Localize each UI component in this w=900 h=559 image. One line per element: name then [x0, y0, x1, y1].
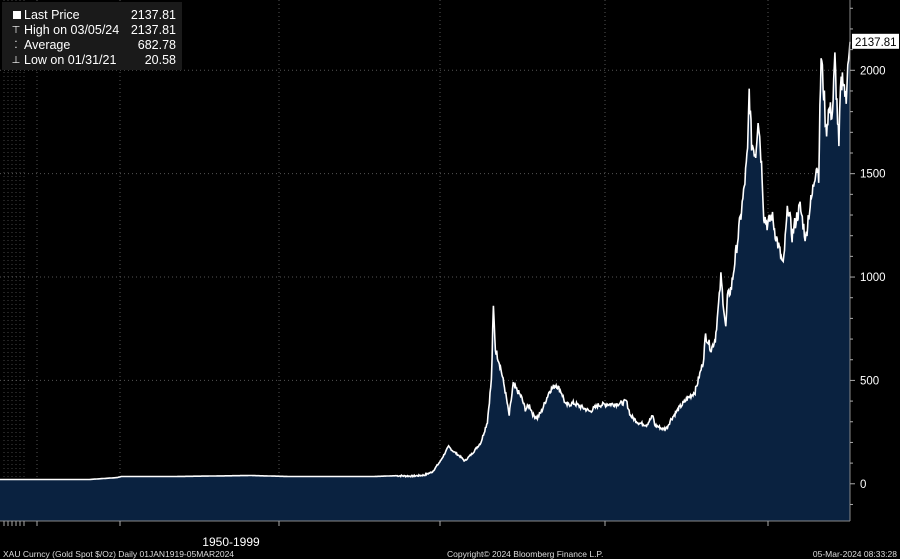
- legend-low: ⊥ Low on 01/31/21 20.58: [2, 53, 182, 68]
- legend-high-label: High on 03/05/24: [24, 23, 120, 37]
- legend-last-price-value: 2137.81: [130, 8, 176, 22]
- legend-average-label: Average: [24, 38, 71, 52]
- legend-last-price: Last Price 2137.81: [2, 8, 182, 23]
- y-tick-label: 1000: [860, 272, 886, 284]
- high-marker-icon: ⊤: [11, 25, 21, 36]
- chart-axes: [0, 0, 851, 522]
- last-price-marker-label: 2137.81: [855, 37, 897, 49]
- footer-copyright: Copyright© 2024 Bloomberg Finance L.P.: [447, 549, 604, 559]
- last-price-box: [852, 33, 899, 49]
- y-tick-label: 0: [860, 479, 866, 491]
- x-tick-label: 1950-1999: [202, 535, 260, 549]
- legend-average-value: 682.78: [137, 38, 176, 52]
- price-area: [0, 41, 850, 522]
- y-tick-label: 2000: [860, 65, 886, 77]
- legend-low-value: 20.58: [144, 53, 176, 67]
- price-line: [0, 41, 851, 481]
- y-axis-ticks: 0 500 1000 1500 2000: [850, 7, 886, 505]
- last-price-marker: 2137.81: [852, 33, 899, 49]
- legend-low-label: Low on 01/31/21: [24, 53, 117, 67]
- legend-average: ⁚ Average 682.78: [2, 38, 182, 53]
- last-price-swatch: [13, 11, 21, 19]
- legend-high: ⊤ High on 03/05/24 2137.81: [2, 23, 182, 38]
- average-marker-icon: ⁚: [14, 40, 18, 51]
- footer-timestamp: 05-Mar-2024 08:33:28: [812, 549, 897, 559]
- y-tick-label: 500: [860, 375, 879, 387]
- legend-last-price-label: Last Price: [24, 8, 80, 22]
- y-tick-label: 1500: [860, 169, 886, 181]
- x-axis-ticks: 1950-1999: [3, 521, 769, 549]
- footer-ticker-info: XAU Curncy (Gold Spot $/Oz) Daily 01JAN1…: [3, 549, 235, 559]
- price-legend: Last Price 2137.81 ⊤ High on 03/05/24 21…: [2, 2, 182, 70]
- legend-high-value: 2137.81: [130, 23, 176, 37]
- low-marker-icon: ⊥: [11, 55, 21, 66]
